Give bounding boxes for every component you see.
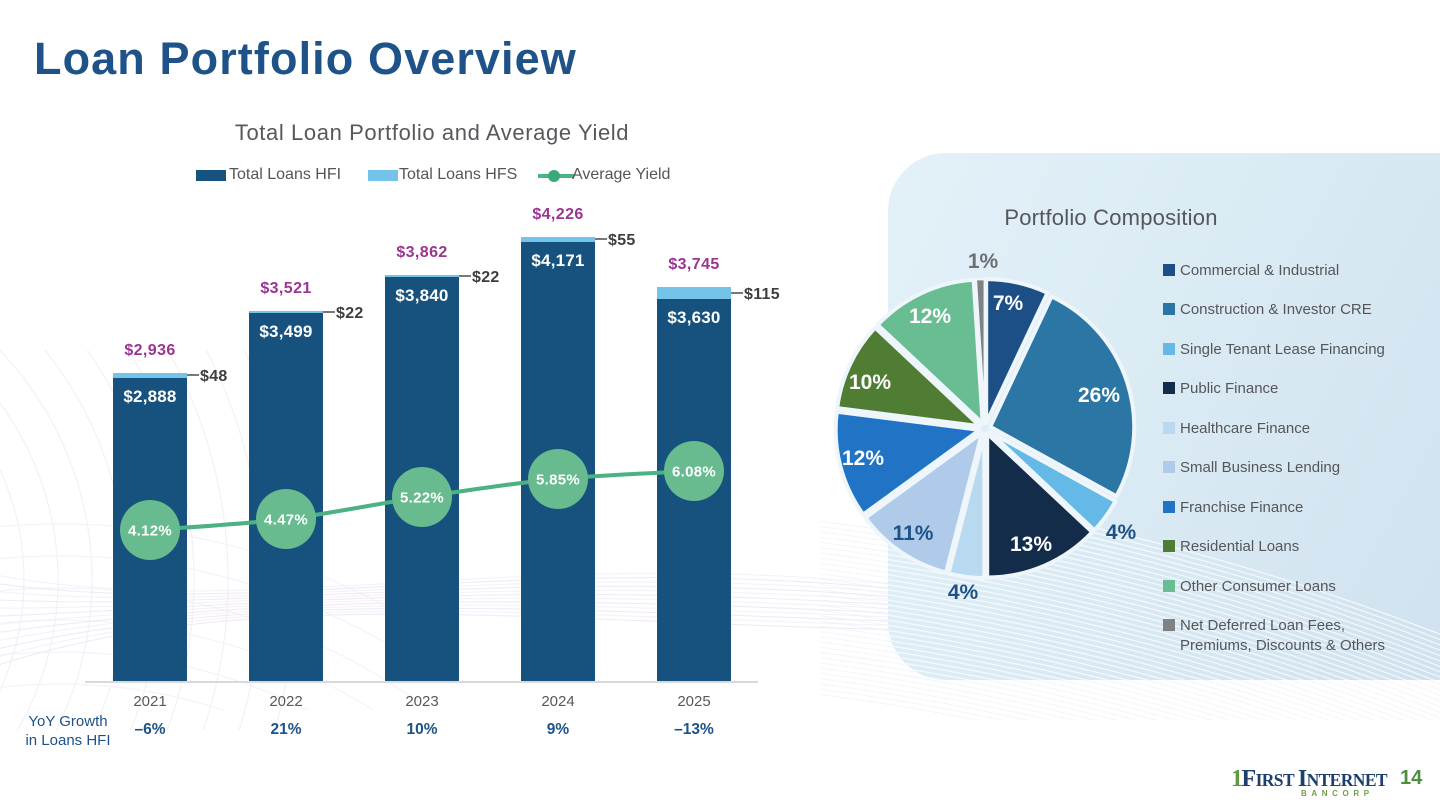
svg-text:4%: 4% bbox=[948, 581, 979, 604]
svg-text:26%: 26% bbox=[1078, 384, 1120, 407]
svg-text:11%: 11% bbox=[893, 522, 934, 545]
svg-text:10%: 10% bbox=[849, 371, 891, 394]
svg-text:5.22%: 5.22% bbox=[400, 490, 444, 507]
svg-text:7%: 7% bbox=[993, 292, 1024, 315]
svg-text:1%: 1% bbox=[968, 250, 999, 273]
svg-text:6.08%: 6.08% bbox=[672, 464, 716, 481]
svg-text:4.12%: 4.12% bbox=[128, 523, 172, 540]
svg-text:12%: 12% bbox=[909, 305, 951, 328]
svg-text:5.85%: 5.85% bbox=[536, 472, 580, 489]
svg-text:13%: 13% bbox=[1010, 533, 1052, 556]
svg-text:12%: 12% bbox=[842, 447, 884, 470]
svg-text:4.47%: 4.47% bbox=[264, 512, 308, 529]
svg-text:4%: 4% bbox=[1106, 521, 1137, 544]
